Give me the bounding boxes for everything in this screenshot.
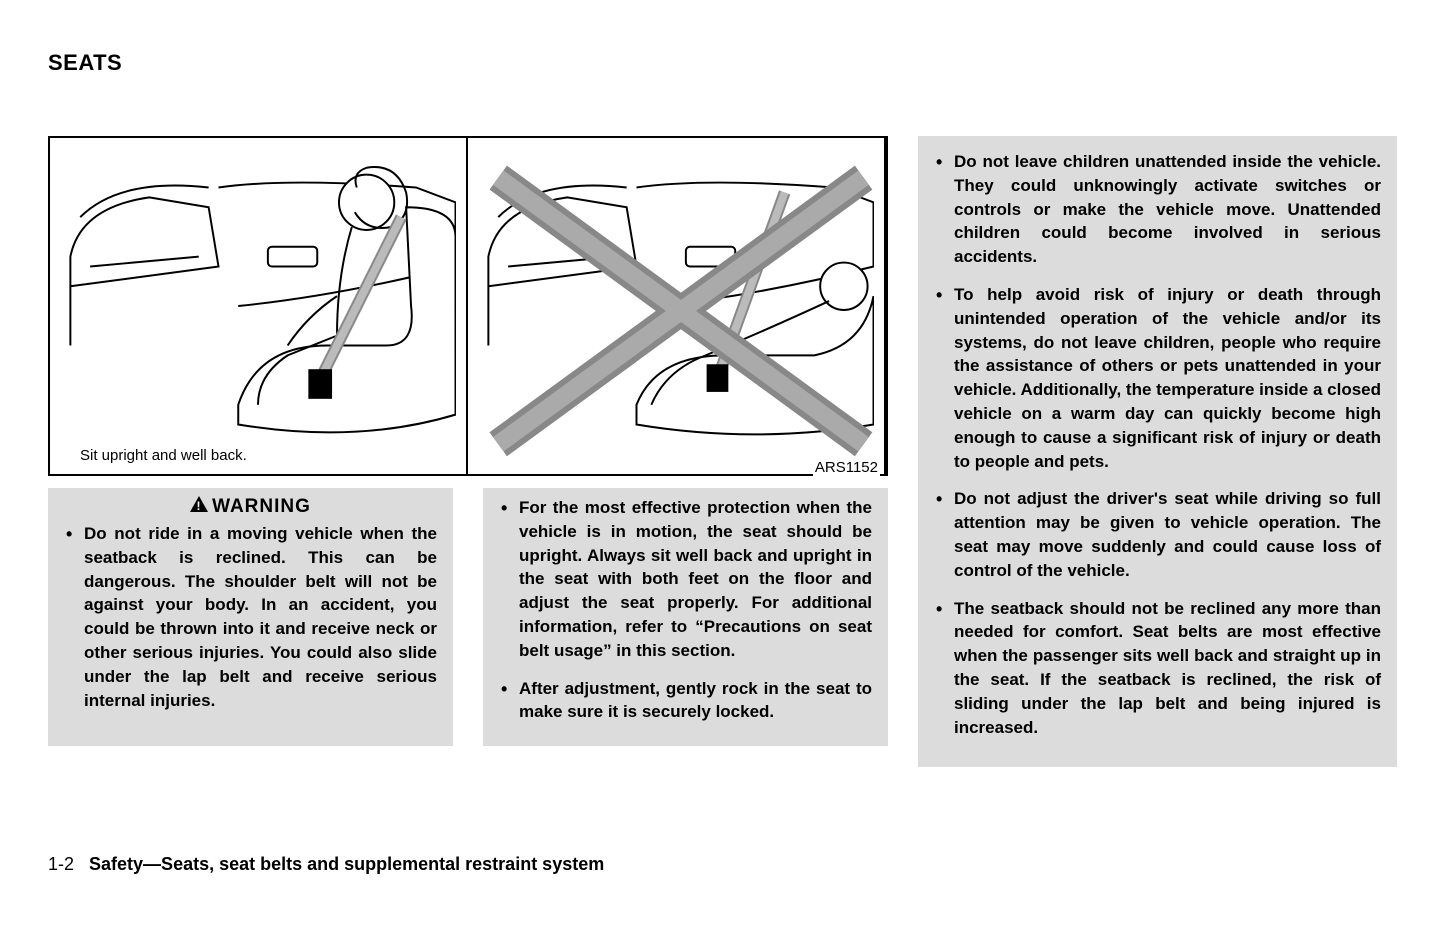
- warning-list-2: For the most effective protection when t…: [499, 496, 872, 724]
- warning-column-3: Do not leave children unattended inside …: [918, 136, 1397, 767]
- illustration-caption: Sit upright and well back.: [80, 447, 247, 464]
- page-footer: 1-2 Safety—Seats, seat belts and supplem…: [48, 854, 604, 875]
- warning-item: Do not ride in a moving vehicle when the…: [64, 522, 437, 712]
- warning-column-2: For the most effective protection when t…: [483, 488, 888, 746]
- warning-row: ! WARNING Do not ride in a moving vehicl…: [48, 488, 888, 746]
- seat-incorrect-icon: [478, 148, 874, 464]
- warning-item: After adjustment, gently rock in the sea…: [499, 677, 872, 725]
- svg-text:!: !: [197, 499, 202, 512]
- warning-list-1: Do not ride in a moving vehicle when the…: [64, 522, 437, 712]
- page-number: 1-2: [48, 854, 74, 874]
- warning-item: Do not adjust the driver's seat while dr…: [934, 487, 1381, 582]
- warning-header-text: WARNING: [212, 496, 311, 517]
- warning-item: For the most effective protection when t…: [499, 496, 872, 663]
- warning-item: The seatback should not be reclined any …: [934, 597, 1381, 740]
- illustration-panel-correct: Sit upright and well back.: [50, 138, 468, 474]
- seat-correct-icon: [60, 148, 456, 464]
- content-row: Sit upright and well back.: [48, 136, 1397, 767]
- warning-item: Do not leave children unattended inside …: [934, 150, 1381, 269]
- warning-triangle-icon: !: [190, 496, 208, 518]
- illustration-code: ARS1152: [813, 459, 880, 476]
- footer-title: Safety—Seats, seat belts and supplementa…: [89, 854, 604, 874]
- illustration-panel-incorrect: [468, 138, 886, 474]
- warning-header: ! WARNING: [64, 496, 437, 518]
- warning-list-3: Do not leave children unattended inside …: [934, 150, 1381, 739]
- illustration-box: Sit upright and well back.: [48, 136, 888, 476]
- warning-column-1: ! WARNING Do not ride in a moving vehicl…: [48, 488, 453, 746]
- warning-item: To help avoid risk of injury or death th…: [934, 283, 1381, 473]
- section-title: SEATS: [48, 50, 1397, 76]
- left-column: Sit upright and well back.: [48, 136, 888, 767]
